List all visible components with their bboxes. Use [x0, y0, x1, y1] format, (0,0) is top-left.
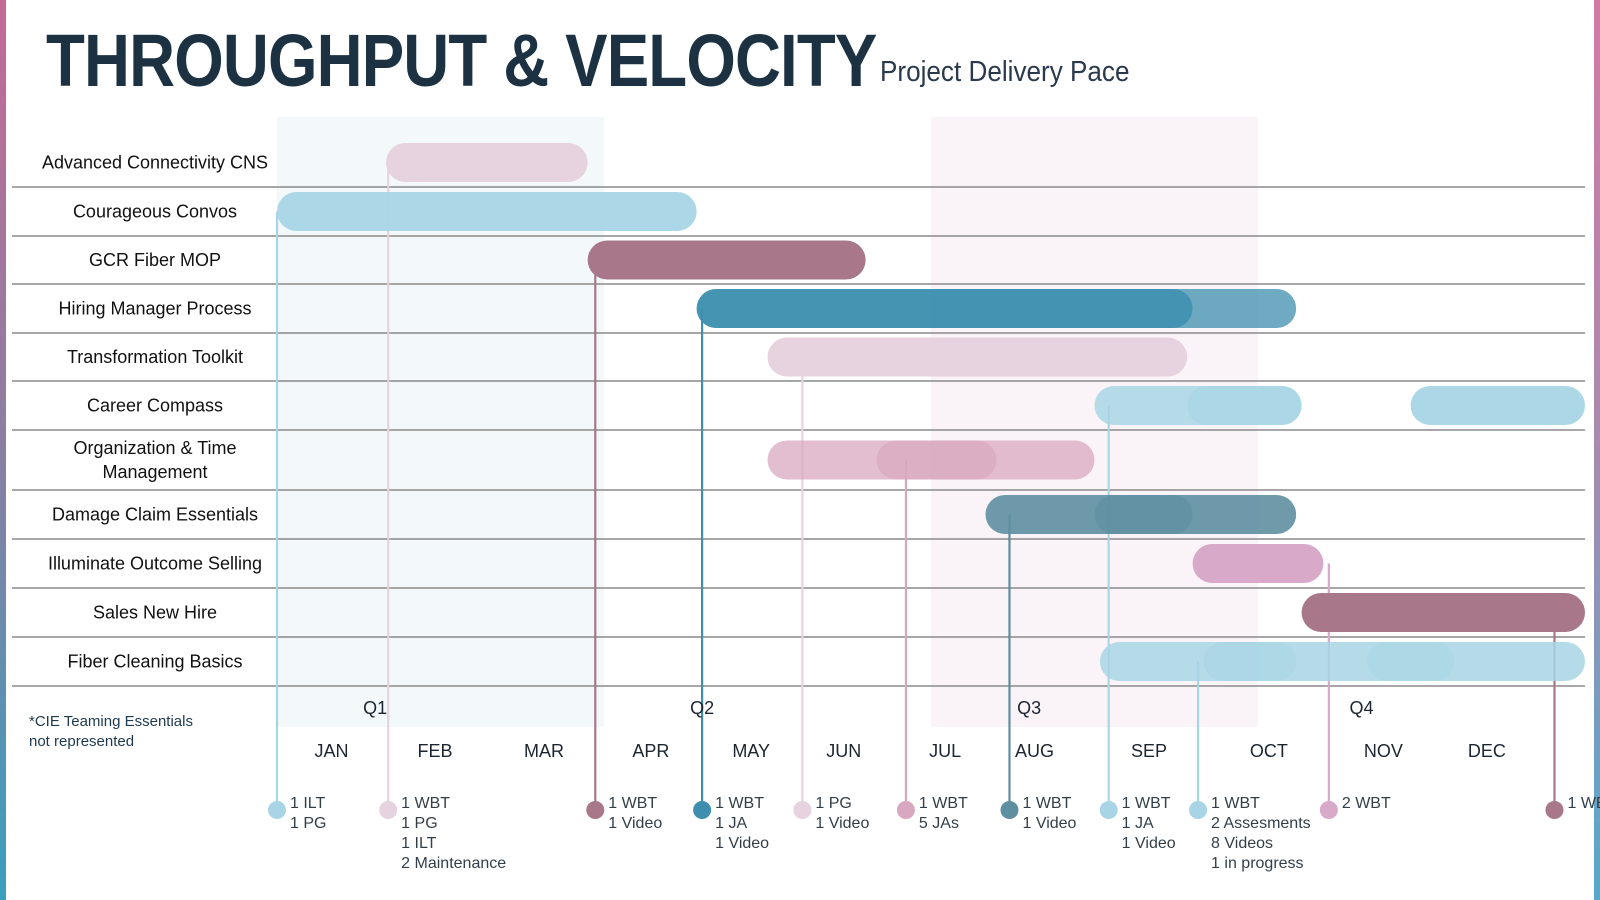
annotation-text: 1 WBT — [1022, 795, 1071, 812]
annotation-marker — [1099, 801, 1118, 819]
annotation-text: 1 JA — [1122, 815, 1154, 832]
annotation-text: 1 Video — [608, 815, 662, 832]
month-label: SEP — [1131, 741, 1167, 761]
month-label: MAY — [732, 741, 770, 761]
row-label: Management — [102, 462, 207, 482]
timeline-bar — [767, 337, 1188, 377]
timeline-bar — [1410, 386, 1585, 425]
annotation-text: 2 Assesments — [1211, 815, 1311, 832]
timeline-bars — [277, 143, 1585, 681]
row-label: Organization & Time — [73, 438, 236, 458]
annotation-text: 1 WBT — [401, 795, 450, 812]
footnote-line: not represented — [29, 733, 135, 750]
annotation-marker — [1000, 801, 1019, 819]
timeline-bar — [587, 240, 866, 280]
timeline-bar — [386, 143, 588, 182]
row-label: Advanced Connectivity CNS — [42, 153, 268, 173]
row-labels: Advanced Connectivity CNS Courageous Conv… — [42, 153, 268, 672]
quarter-label: Q3 — [1017, 698, 1041, 718]
annotation-text: 2 WBT — [1342, 795, 1391, 812]
timeline-bar — [277, 192, 697, 231]
annotation-text: 1 Video — [715, 835, 769, 852]
annotation-text: 2 Maintenance — [401, 855, 506, 872]
row-label: Courageous Convos — [73, 202, 237, 222]
annotation-marker — [896, 801, 915, 819]
annotation-text: 1 PG — [401, 815, 437, 832]
timeline-bar — [1203, 642, 1297, 681]
timeline-bar — [696, 289, 1193, 328]
annotation-text: 1 Video — [1122, 835, 1176, 852]
row-gridlines — [12, 186, 1585, 687]
annotation-text: 1 WBT — [1567, 795, 1600, 812]
row-label: Transformation Toolkit — [67, 347, 243, 367]
annotation-text: 5 JAs — [919, 815, 959, 832]
annotation-marker — [1189, 801, 1208, 819]
row-label: Damage Claim Essentials — [52, 505, 258, 525]
month-label: APR — [632, 741, 669, 761]
month-label: FEB — [418, 741, 453, 761]
row-label: Sales New Hire — [93, 603, 217, 623]
annotation-text: 1 Video — [1022, 815, 1076, 832]
annotation-text: 1 ILT — [290, 795, 326, 812]
timeline-bar — [1187, 386, 1302, 425]
month-label: AUG — [1015, 741, 1054, 761]
annotation-marker — [586, 801, 605, 819]
month-label: JUL — [929, 741, 961, 761]
time-axis: Q1 Q2 Q3 Q4 JAN FEB MAR APR MAY JUN JUL AUG SEP OCT NO… — [314, 698, 1505, 761]
annotation-text: 1 JA — [715, 815, 747, 832]
right-edge-gradient — [1594, 0, 1600, 900]
timeline-bar — [1192, 544, 1324, 583]
month-label: JAN — [314, 741, 348, 761]
page-title: THROUGHPUT & VELOCITY — [46, 19, 877, 102]
annotation-text: 1 PG — [815, 795, 851, 812]
annotation-text: 1 in progress — [1211, 855, 1304, 872]
annotation-text: 1 WBT — [715, 795, 764, 812]
timeline-bar — [1094, 495, 1193, 534]
annotation-marker — [1319, 801, 1338, 819]
annotation-text: 1 ILT — [401, 835, 437, 852]
quarter-label: Q2 — [690, 698, 714, 718]
month-label: OCT — [1250, 741, 1288, 761]
annotation-text: 1 Video — [815, 815, 869, 832]
annotation-leader-lines — [275, 162, 1556, 810]
annotation-marker — [268, 801, 286, 819]
annotation-marker — [1545, 801, 1564, 819]
timeline-bar — [1367, 642, 1455, 681]
timeline-bar — [1099, 642, 1585, 681]
quarter-label: Q4 — [1350, 698, 1374, 718]
row-label: Hiring Manager Process — [58, 299, 251, 319]
annotation-marker — [379, 801, 398, 819]
row-label: Illuminate Outcome Selling — [48, 554, 262, 574]
timeline-bar — [876, 440, 997, 480]
annotation-marker — [693, 801, 712, 819]
annotation-text: 1 WBT — [1211, 795, 1260, 812]
annotation-text: 8 Videos — [1211, 835, 1273, 852]
row-label: Career Compass — [87, 396, 223, 416]
timeline-bar — [1301, 593, 1585, 632]
annotation-text: 1 WBT — [1122, 795, 1171, 812]
footnote-line: *CIE Teaming Essentials — [29, 713, 193, 730]
quarter-label: Q1 — [363, 698, 387, 718]
row-label: Fiber Cleaning Basics — [67, 652, 242, 672]
annotation-marker — [793, 801, 812, 819]
deliverable-annotations: 1 ILT 1 PG 1 WBT 1 PG 1 ILT 2 Maintenance 1 WB… — [268, 795, 1600, 872]
month-label: JUN — [826, 741, 861, 761]
month-label: NOV — [1364, 741, 1403, 761]
page-subtitle: Project Delivery Pace — [880, 56, 1130, 88]
annotation-text: 1 PG — [290, 815, 326, 832]
row-label: GCR Fiber MOP — [89, 250, 221, 270]
month-label: DEC — [1468, 741, 1506, 761]
annotation-text: 1 WBT — [608, 795, 657, 812]
annotation-text: 1 WBT — [919, 795, 968, 812]
left-edge-gradient — [0, 0, 6, 900]
month-label: MAR — [524, 741, 564, 761]
footnote: *CIE Teaming Essentials not represented — [29, 712, 193, 752]
